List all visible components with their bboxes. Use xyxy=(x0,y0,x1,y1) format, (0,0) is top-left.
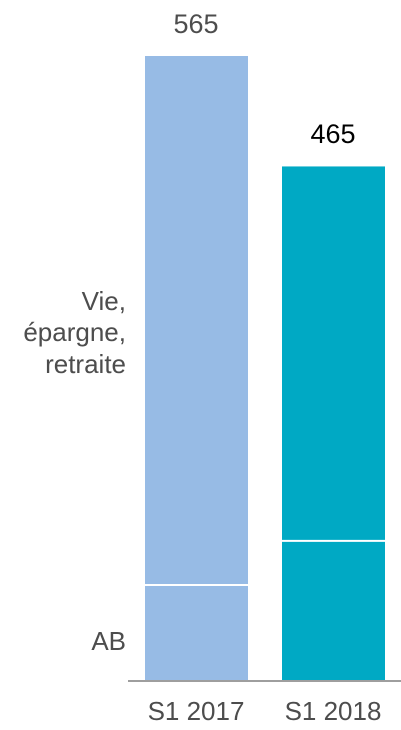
bar-segment-vie-s1-2017 xyxy=(145,56,248,586)
segment-label-ab: AB xyxy=(91,626,126,656)
category-label-s1-2018: S1 2018 xyxy=(285,696,382,726)
bar-segment-vie-s1-2018 xyxy=(282,166,385,541)
segment-label-vie-line2: épargne, xyxy=(23,317,126,347)
total-label-s1-2017: 565 xyxy=(173,9,218,39)
bar-segment-ab-s1-2018 xyxy=(282,540,385,680)
bar-segment-ab-s1-2017 xyxy=(145,585,248,680)
segment-label-vie-line1: Vie, xyxy=(82,286,126,316)
total-label-s1-2018: 465 xyxy=(310,119,355,149)
bars-group xyxy=(145,56,385,680)
category-label-s1-2017: S1 2017 xyxy=(148,696,245,726)
segment-label-vie-line3: retraite xyxy=(45,349,126,379)
